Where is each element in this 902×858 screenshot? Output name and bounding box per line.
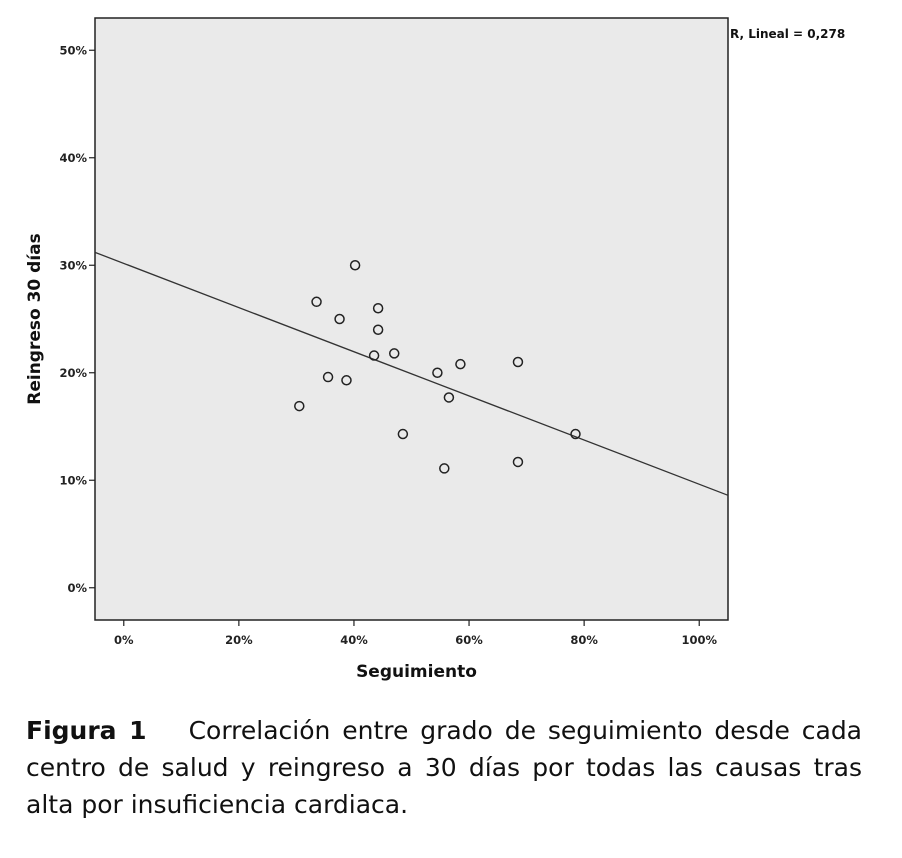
y-tick-label: 40%	[59, 151, 87, 165]
y-tick-label: 20%	[59, 366, 87, 380]
data-point	[322, 371, 334, 383]
y-tick-label: 50%	[59, 43, 87, 57]
x-axis-title: Seguimiento	[356, 662, 477, 682]
data-point	[570, 428, 581, 440]
data-point	[443, 392, 455, 403]
plot-area	[94, 17, 729, 621]
data-point	[341, 375, 352, 386]
figure-caption: Figura 1 Correlación entre grado de segui…	[26, 712, 862, 823]
caption-label: Figura 1	[26, 716, 147, 745]
y-tick-label: 0%	[67, 581, 87, 595]
data-point	[397, 428, 409, 440]
data-point	[439, 463, 450, 474]
y-tick-label: 10%	[59, 473, 87, 487]
data-point	[311, 296, 322, 308]
regression-line	[94, 251, 729, 496]
data-point	[368, 350, 380, 361]
scatter-chart: 0% 10% 20% 30% 40% 50% 0% 20% 40% 60% 80% 100% Segui…	[25, 17, 845, 682]
data-point	[512, 456, 524, 468]
x-tick-label: 40%	[340, 633, 368, 647]
fit-label: R, Lineal = 0,278	[730, 27, 845, 41]
data-point	[372, 303, 384, 314]
x-tick-label: 20%	[225, 633, 253, 647]
x-tick-label: 80%	[570, 633, 598, 647]
x-tick-label: 60%	[455, 633, 483, 647]
x-tick-label: 0%	[114, 633, 134, 647]
y-axis-title: Reingreso 30 días	[25, 233, 45, 405]
data-point	[349, 260, 361, 271]
data-point	[455, 358, 466, 370]
x-tick-label: 100%	[681, 633, 717, 647]
data-point	[388, 348, 400, 359]
data-point	[294, 400, 305, 412]
data-point	[372, 324, 384, 335]
chart-svg: 0% 10% 20% 30% 40% 50% 0% 20% 40% 60% 80% 100% Segui…	[25, 17, 845, 682]
data-point	[334, 313, 345, 325]
data-point	[512, 356, 524, 368]
caption-text: Correlación entre grado de seguimiento d…	[26, 716, 863, 819]
y-tick-label: 30%	[59, 258, 87, 272]
data-point	[432, 367, 443, 378]
